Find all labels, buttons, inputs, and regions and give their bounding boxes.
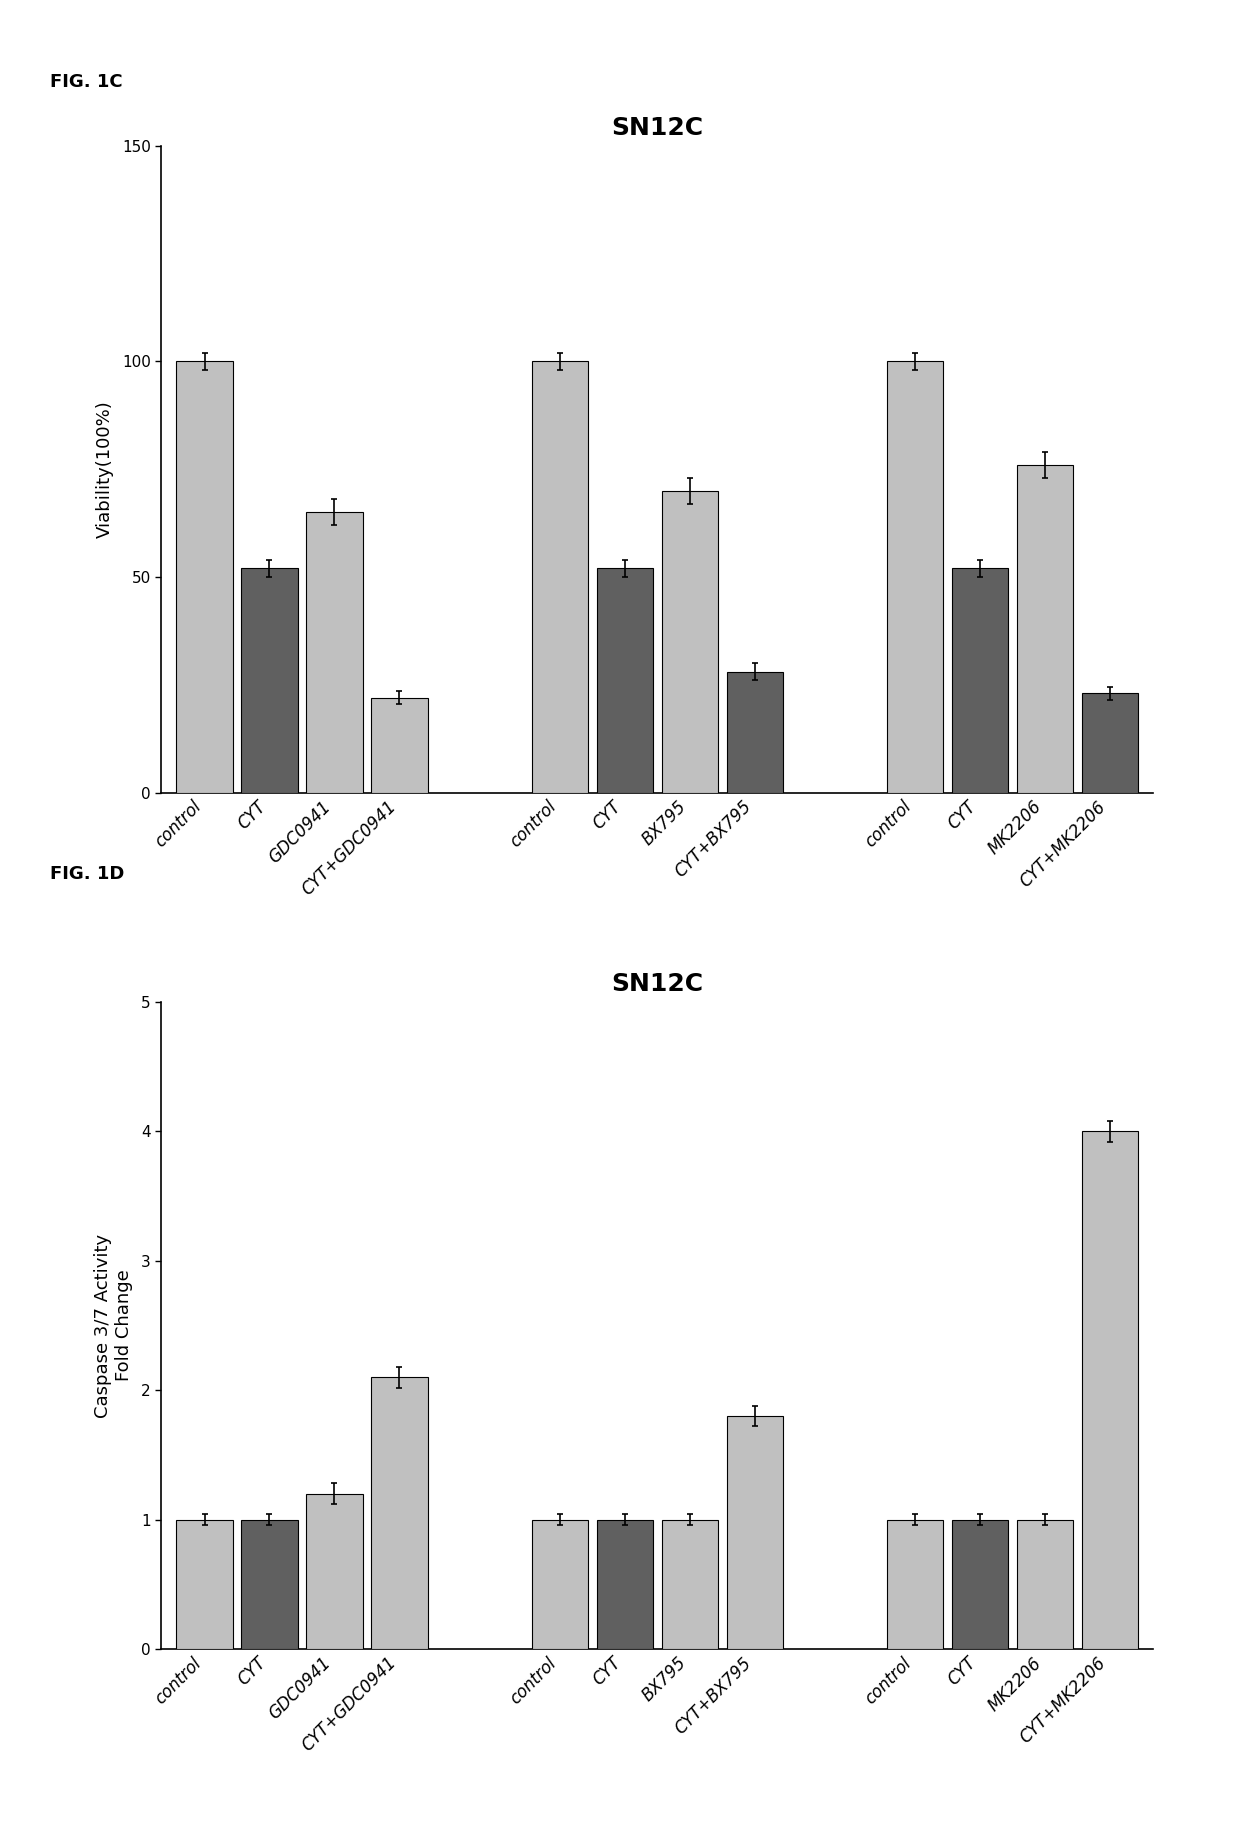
Bar bbox=[306, 512, 362, 793]
Bar bbox=[306, 1494, 362, 1649]
Bar bbox=[887, 1520, 944, 1649]
Bar bbox=[887, 361, 944, 793]
Bar bbox=[1017, 1520, 1073, 1649]
Bar bbox=[727, 1416, 782, 1649]
Bar bbox=[952, 1520, 1008, 1649]
Bar bbox=[371, 698, 428, 793]
Bar bbox=[661, 490, 718, 793]
Bar bbox=[1081, 1131, 1138, 1649]
Bar bbox=[242, 568, 298, 793]
Bar bbox=[371, 1377, 428, 1649]
Bar bbox=[1081, 694, 1138, 793]
Title: SN12C: SN12C bbox=[611, 115, 703, 140]
Y-axis label: Viability(100%): Viability(100%) bbox=[95, 401, 114, 537]
Bar bbox=[1017, 465, 1073, 793]
Text: FIG. 1D: FIG. 1D bbox=[50, 865, 124, 884]
Bar bbox=[727, 672, 782, 793]
Bar bbox=[532, 361, 588, 793]
Bar bbox=[661, 1520, 718, 1649]
Text: FIG. 1C: FIG. 1C bbox=[50, 73, 123, 91]
Bar bbox=[952, 568, 1008, 793]
Bar bbox=[242, 1520, 298, 1649]
Bar bbox=[176, 361, 233, 793]
Bar bbox=[176, 1520, 233, 1649]
Title: SN12C: SN12C bbox=[611, 971, 703, 997]
Bar bbox=[596, 1520, 653, 1649]
Y-axis label: Caspase 3/7 Activity
Fold Change: Caspase 3/7 Activity Fold Change bbox=[94, 1233, 133, 1418]
Bar bbox=[532, 1520, 588, 1649]
Bar bbox=[596, 568, 653, 793]
